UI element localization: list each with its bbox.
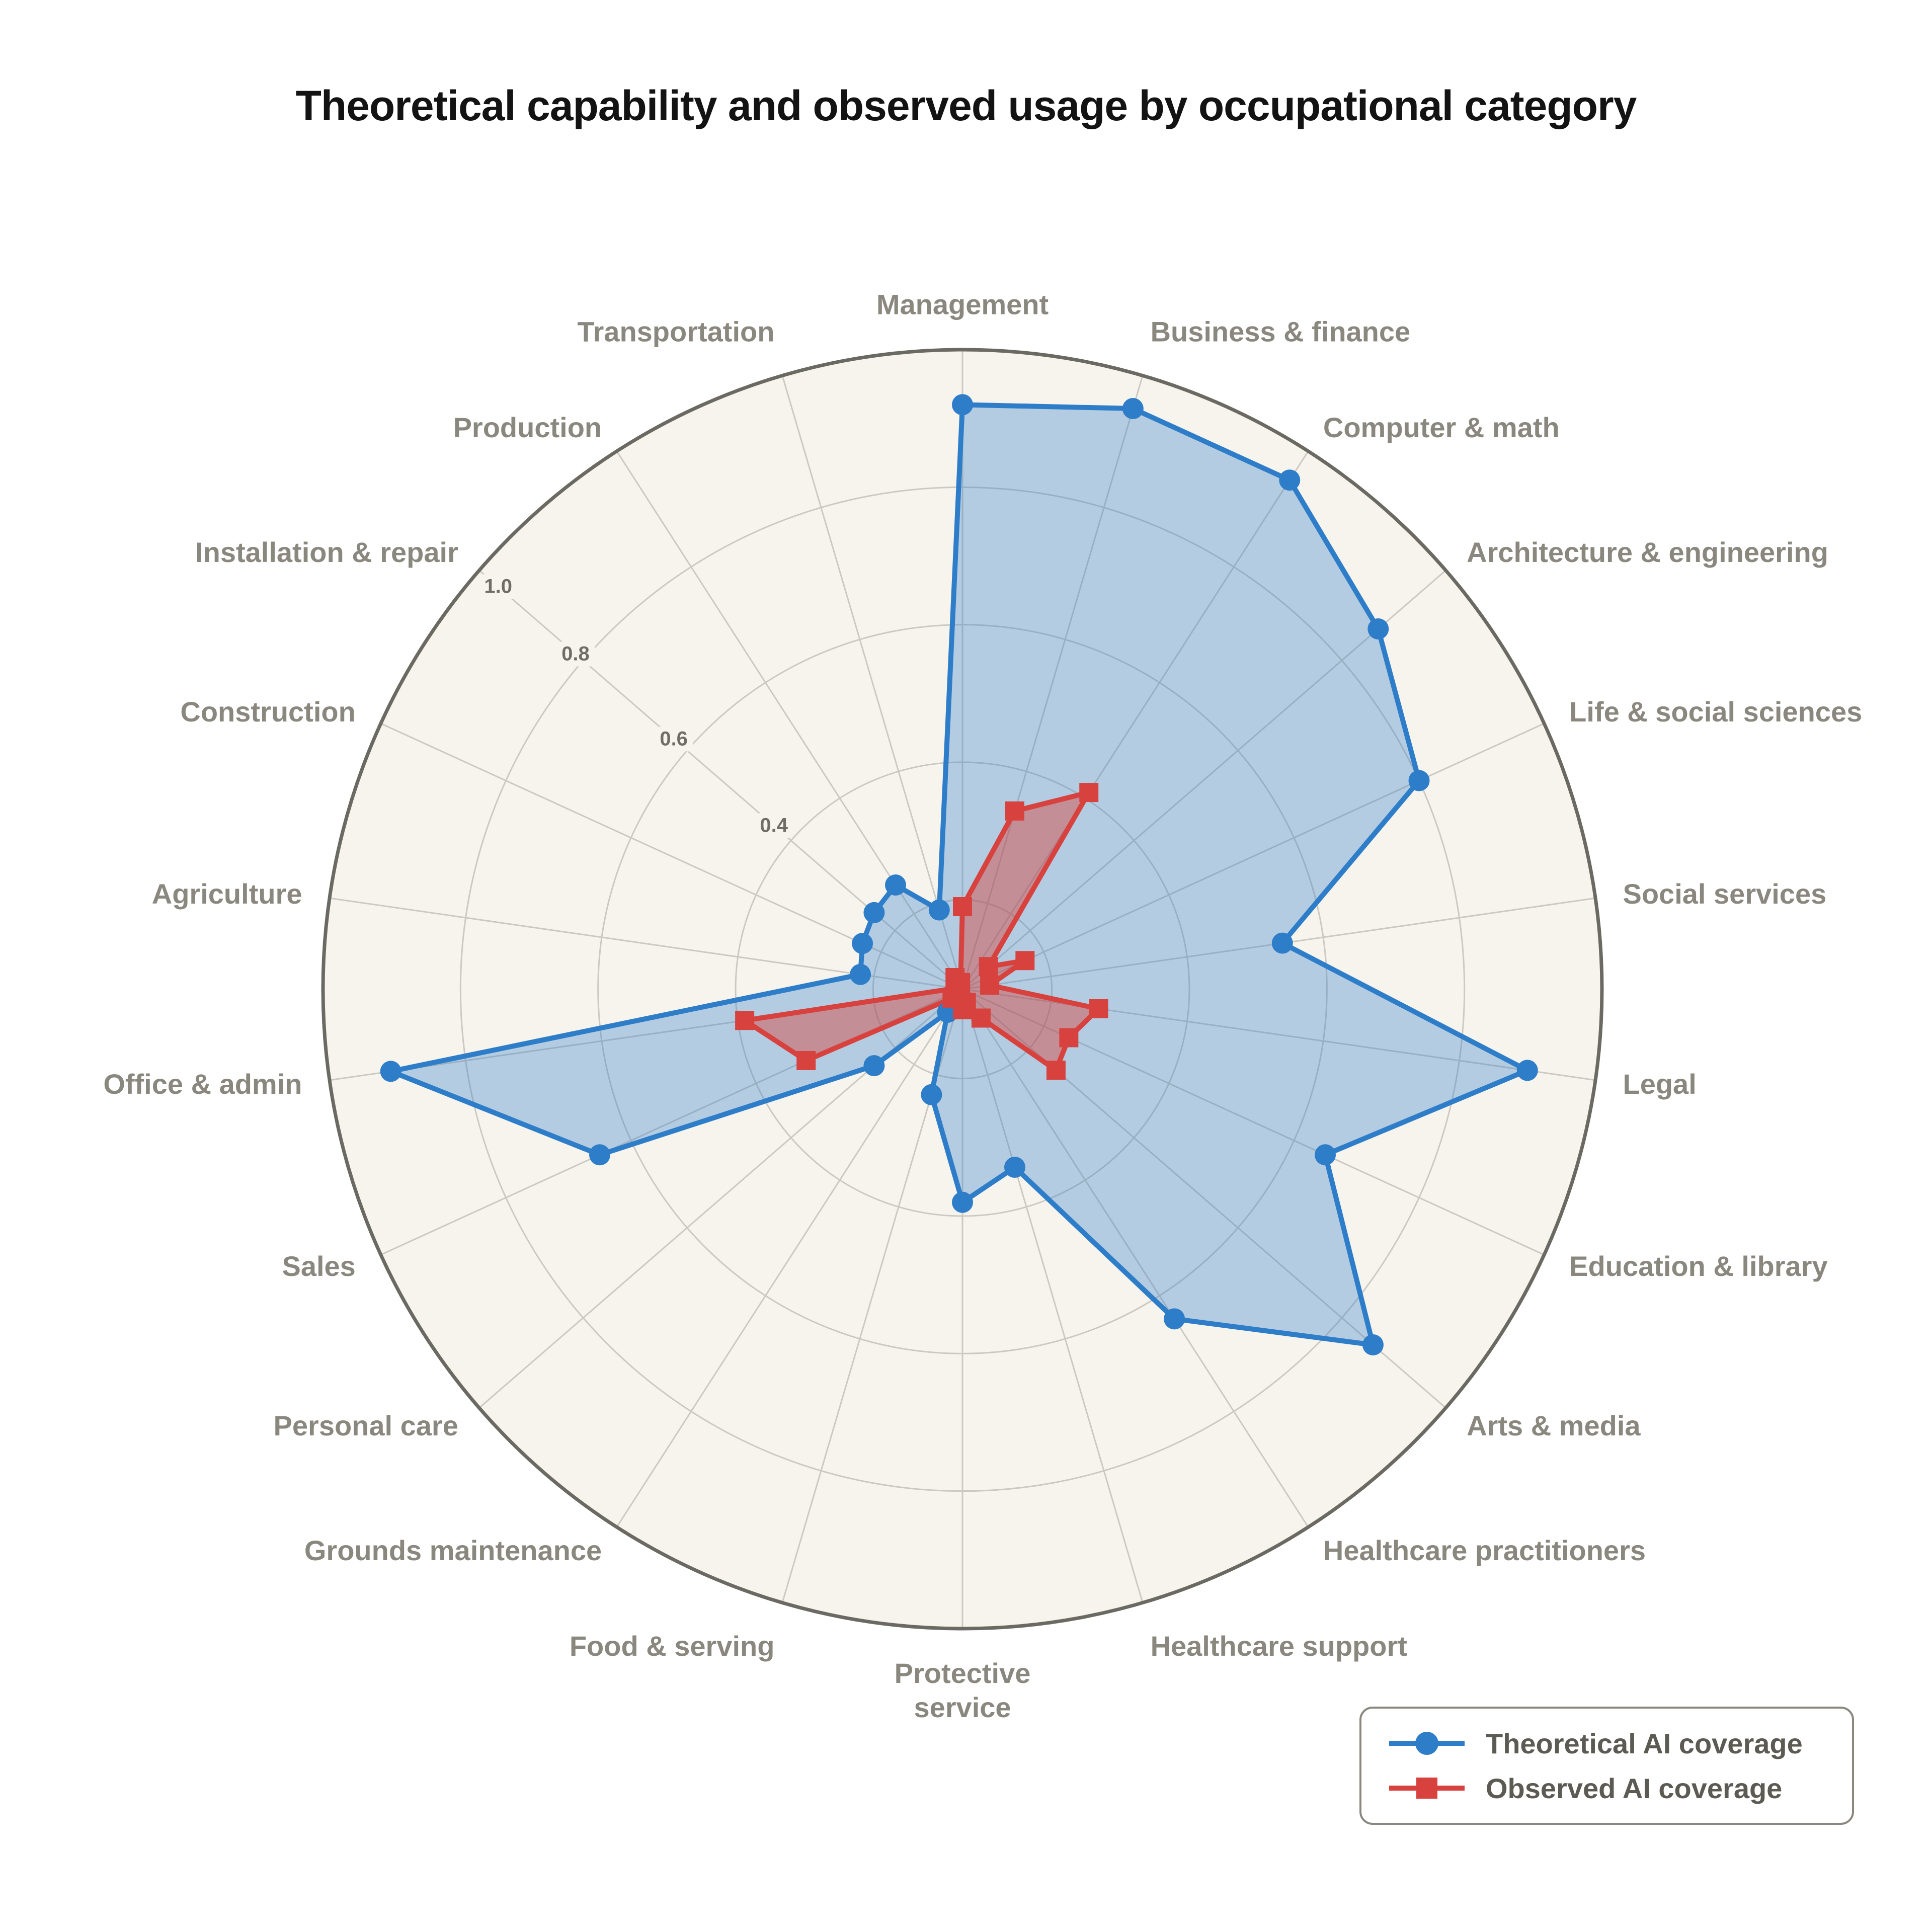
category-label-life-social-sciences: Life & social sciences [1569,696,1863,728]
radial-tick-label-1.0: 1.0 [479,574,518,599]
grid-spoke [961,989,1144,1603]
legend-label-theoretical: Theoretical AI coverage [1486,1727,1803,1759]
category-label-education-library: Education & library [1569,1250,1828,1282]
legend: Theoretical AI coverage Observed AI cove… [1359,1707,1854,1825]
data-point-theoretical [1164,1308,1185,1330]
legend-marker-observed [1389,1776,1465,1801]
category-label-social-services: Social services [1623,878,1827,910]
data-point-theoretical [863,1055,885,1077]
data-point-observed [980,976,1000,995]
data-point-theoretical [1271,932,1293,954]
data-point-theoretical [921,1084,942,1105]
category-label-office-admin: Office & admin [103,1068,302,1100]
category-label-grounds-maintenance: Grounds maintenance [304,1534,602,1566]
data-point-theoretical [952,1191,973,1213]
chart-title: Theoretical capability and observed usag… [295,82,1637,130]
category-label-legal: Legal [1623,1068,1697,1100]
category-label-healthcare-practitioners: Healthcare practitioners [1323,1534,1646,1566]
category-label-transportation: Transportation [577,315,775,348]
legend-marker-theoretical [1389,1731,1465,1756]
grid-spoke [961,375,1144,990]
data-point-observed [735,1011,755,1030]
data-point-observed [951,973,971,992]
data-point-theoretical [380,1061,401,1082]
data-point-theoretical [952,394,973,416]
data-point-observed [1079,783,1099,802]
data-point-theoretical [863,902,885,923]
data-point-theoretical [1367,618,1389,640]
radial-tick-label-0.4: 0.4 [755,813,793,838]
legend-label-observed: Observed AI coverage [1486,1772,1783,1804]
grid-spoke [962,570,1446,990]
category-label-management: Management [876,288,1049,320]
category-label-protective-service: Protective service [894,1657,1031,1724]
category-label-production: Production [453,412,602,444]
category-label-arts-media: Arts & media [1467,1410,1641,1442]
data-point-observed [1046,1061,1066,1080]
category-label-healthcare-support: Healthcare support [1150,1630,1407,1662]
data-point-observed [979,957,998,977]
square-marker-icon [1416,1778,1437,1799]
grid-spoke [616,989,963,1528]
category-label-business-finance: Business & finance [1150,315,1411,348]
data-point-theoretical [885,874,907,896]
data-point-observed [796,1051,816,1070]
grid-spoke [781,375,963,990]
data-point-theoretical [850,963,871,985]
category-label-installation-repair: Installation & repair [195,536,458,568]
data-point-observed [1015,951,1035,971]
data-point-observed [953,897,972,916]
category-label-agriculture: Agriculture [151,878,302,910]
circle-marker-icon [1415,1732,1438,1755]
data-point-theoretical [1004,1157,1025,1178]
data-point-theoretical [928,899,950,921]
data-point-theoretical [589,1144,610,1166]
data-point-observed [1059,1028,1079,1048]
category-label-construction: Construction [180,696,356,728]
data-point-theoretical [1516,1060,1538,1081]
data-point-observed [1089,999,1108,1018]
data-point-theoretical [1279,469,1301,491]
data-point-theoretical [1408,770,1430,791]
grid-spoke [616,450,963,990]
category-label-food-serving: Food & serving [569,1630,775,1662]
data-point-theoretical [1315,1144,1336,1166]
category-label-personal-care: Personal care [273,1410,458,1442]
category-label-computer-math: Computer & math [1323,412,1560,444]
outer-ring [321,348,1604,1631]
radial-tick-label-0.6: 0.6 [655,727,693,752]
grid-spoke [961,450,1309,990]
data-point-theoretical [852,933,873,954]
grid-spoke [962,722,1545,990]
data-point-theoretical [1122,398,1144,420]
data-point-theoretical [1362,1334,1384,1356]
legend-item-observed: Observed AI coverage [1389,1772,1824,1805]
legend-item-theoretical: Theoretical AI coverage [1389,1727,1824,1760]
radial-tick-label-0.8: 0.8 [556,641,595,667]
category-label-architecture-engineering: Architecture & engineering [1467,536,1828,568]
grid-spoke [961,989,1309,1528]
category-label-sales: Sales [282,1250,356,1282]
data-point-observed [1005,801,1024,821]
